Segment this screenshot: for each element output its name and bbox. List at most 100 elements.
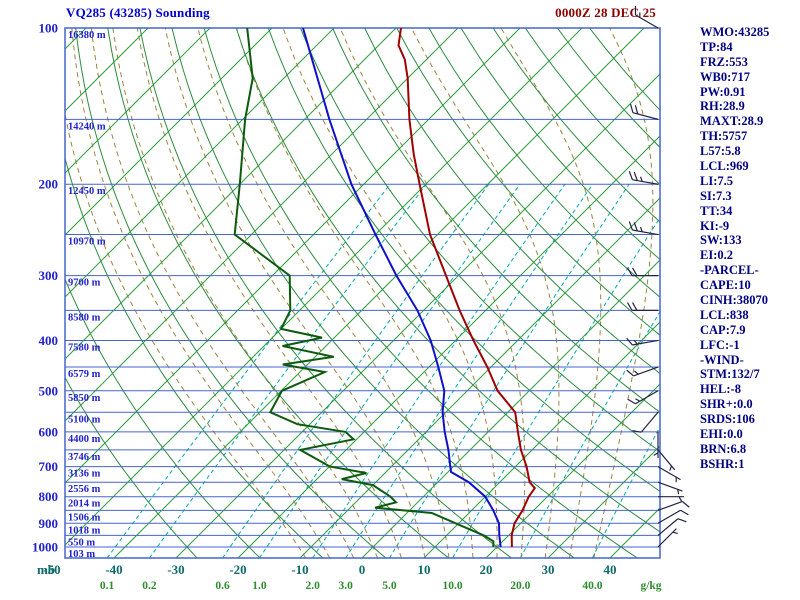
mixing-ratio-label: 10.0 — [443, 580, 463, 592]
height-label: 550 m — [68, 537, 95, 548]
index-line: LCL:838 — [700, 307, 749, 322]
mixing-ratio-line — [258, 183, 521, 558]
dry-adiabat-line — [75, 28, 387, 558]
isotherm-line — [547, 445, 660, 558]
wind-barb-tick — [627, 398, 636, 405]
height-label: 6579 m — [68, 369, 101, 380]
wind-barb-half-tick — [634, 370, 639, 375]
wind-barb-tick — [633, 171, 638, 181]
temp-tick-label: 10 — [418, 562, 431, 577]
temp-tick-label: -20 — [229, 562, 246, 577]
index-line: L57:5.8 — [700, 144, 741, 159]
temp-tick-label: -40 — [105, 562, 122, 577]
index-line: SHR+:0.0 — [700, 397, 753, 412]
height-label: 1018 m — [68, 525, 101, 536]
wind-barb-tick — [634, 105, 639, 115]
moist-adiabat-line — [593, 28, 654, 558]
wind-barb-half-tick — [653, 452, 659, 456]
dry-adiabat-line — [267, 28, 660, 492]
mixing-ratio-label: 5.0 — [382, 580, 397, 592]
moist-adiabat-line — [282, 28, 498, 558]
moist-adiabat-line — [236, 28, 474, 558]
wind-barb-staff — [657, 518, 679, 536]
wind-barb-tick — [629, 103, 634, 113]
moist-adiabat-line — [410, 28, 560, 558]
height-label: 16380 m — [68, 30, 106, 41]
pressure-tick-label: 1000 — [32, 540, 58, 555]
dry-adiabat-line — [171, 28, 575, 558]
wind-barb-staff — [657, 500, 683, 511]
height-label: 2014 m — [68, 499, 101, 510]
height-label: 4400 m — [68, 434, 101, 445]
index-line: RH:28.9 — [700, 99, 745, 114]
moist-adiabat-line — [136, 28, 402, 558]
wind-barb-tick — [626, 302, 633, 311]
mixing-ratio-label: 0.1 — [100, 580, 115, 592]
wetbulb-trace — [302, 28, 502, 548]
moist-adiabat-line — [339, 28, 526, 558]
mixing-ratio-line — [312, 183, 566, 558]
temp-tick-label: 30 — [542, 562, 555, 577]
mixing-ratio-label: 1.0 — [252, 580, 267, 592]
isotherm-line — [175, 73, 660, 558]
isotherm-line — [65, 28, 583, 546]
dry-adiabat-line — [460, 28, 660, 261]
wind-barb-tick — [628, 171, 633, 180]
index-line: MAXT:28.9 — [700, 114, 764, 129]
mixing-unit-label: g/kg — [640, 580, 661, 592]
wind-barb-half-tick — [678, 496, 683, 502]
mixing-ratio-label: 40.0 — [582, 580, 602, 592]
dry-adiabat-line — [396, 28, 660, 336]
pressure-unit-label: mb — [37, 562, 55, 577]
dry-adiabat-line — [139, 28, 512, 558]
dry-adiabat-line — [428, 28, 660, 298]
wind-barb-half-tick — [639, 226, 643, 232]
moist-adiabats — [65, 28, 654, 558]
dry-adiabat-line — [65, 156, 324, 558]
index-line: WB0:717 — [700, 69, 750, 84]
temp-tick-label: 40 — [604, 562, 617, 577]
height-label: 14240 m — [68, 121, 106, 132]
index-line: PW:0.91 — [700, 84, 746, 99]
height-label: 7580 m — [68, 342, 101, 353]
dry-adiabats — [65, 28, 660, 558]
mixing-ratio-line — [148, 183, 427, 558]
dry-adiabat-line — [332, 28, 660, 413]
height-label: 10970 m — [68, 237, 106, 248]
index-line: EI:0.2 — [700, 248, 733, 263]
index-line: KI:-9 — [700, 218, 730, 233]
height-label: 3136 m — [68, 469, 101, 480]
dry-adiabat-line — [300, 28, 660, 453]
isotherm-line — [65, 28, 335, 298]
index-line: CAP:7.9 — [700, 322, 746, 337]
isotherm-line — [65, 28, 211, 174]
temperature-trace — [397, 28, 537, 548]
temp-tick-label: -50 — [43, 562, 60, 577]
wind-barb-tick — [628, 221, 633, 231]
index-line: TP:84 — [700, 39, 733, 54]
isotherm-line — [113, 28, 645, 558]
mixing-ratio-label: 0.2 — [142, 580, 157, 592]
wind-barb-staff — [657, 481, 683, 492]
dry-adiabat-line — [65, 376, 198, 558]
height-label: 1506 m — [68, 512, 101, 523]
wind-barb-staff — [657, 528, 677, 548]
temp-tick-label: 0 — [359, 562, 366, 577]
height-label: 12450 m — [68, 186, 106, 197]
height-label: 2556 m — [68, 484, 101, 495]
index-line: SI:7.3 — [700, 188, 732, 203]
index-line: TH:5757 — [700, 129, 748, 144]
wind-barb-tick — [677, 518, 687, 523]
isotherm-line — [237, 135, 660, 558]
isotherm-line — [423, 321, 660, 558]
temp-tick-label: -10 — [291, 562, 308, 577]
moist-adiabat-line — [197, 28, 450, 558]
wind-barb-staff — [640, 411, 659, 433]
index-line: BSHR:1 — [700, 456, 745, 471]
temp-tick-label: 20 — [480, 562, 493, 577]
index-line: TT:34 — [700, 203, 733, 218]
pressure-gridlines — [65, 27, 660, 548]
